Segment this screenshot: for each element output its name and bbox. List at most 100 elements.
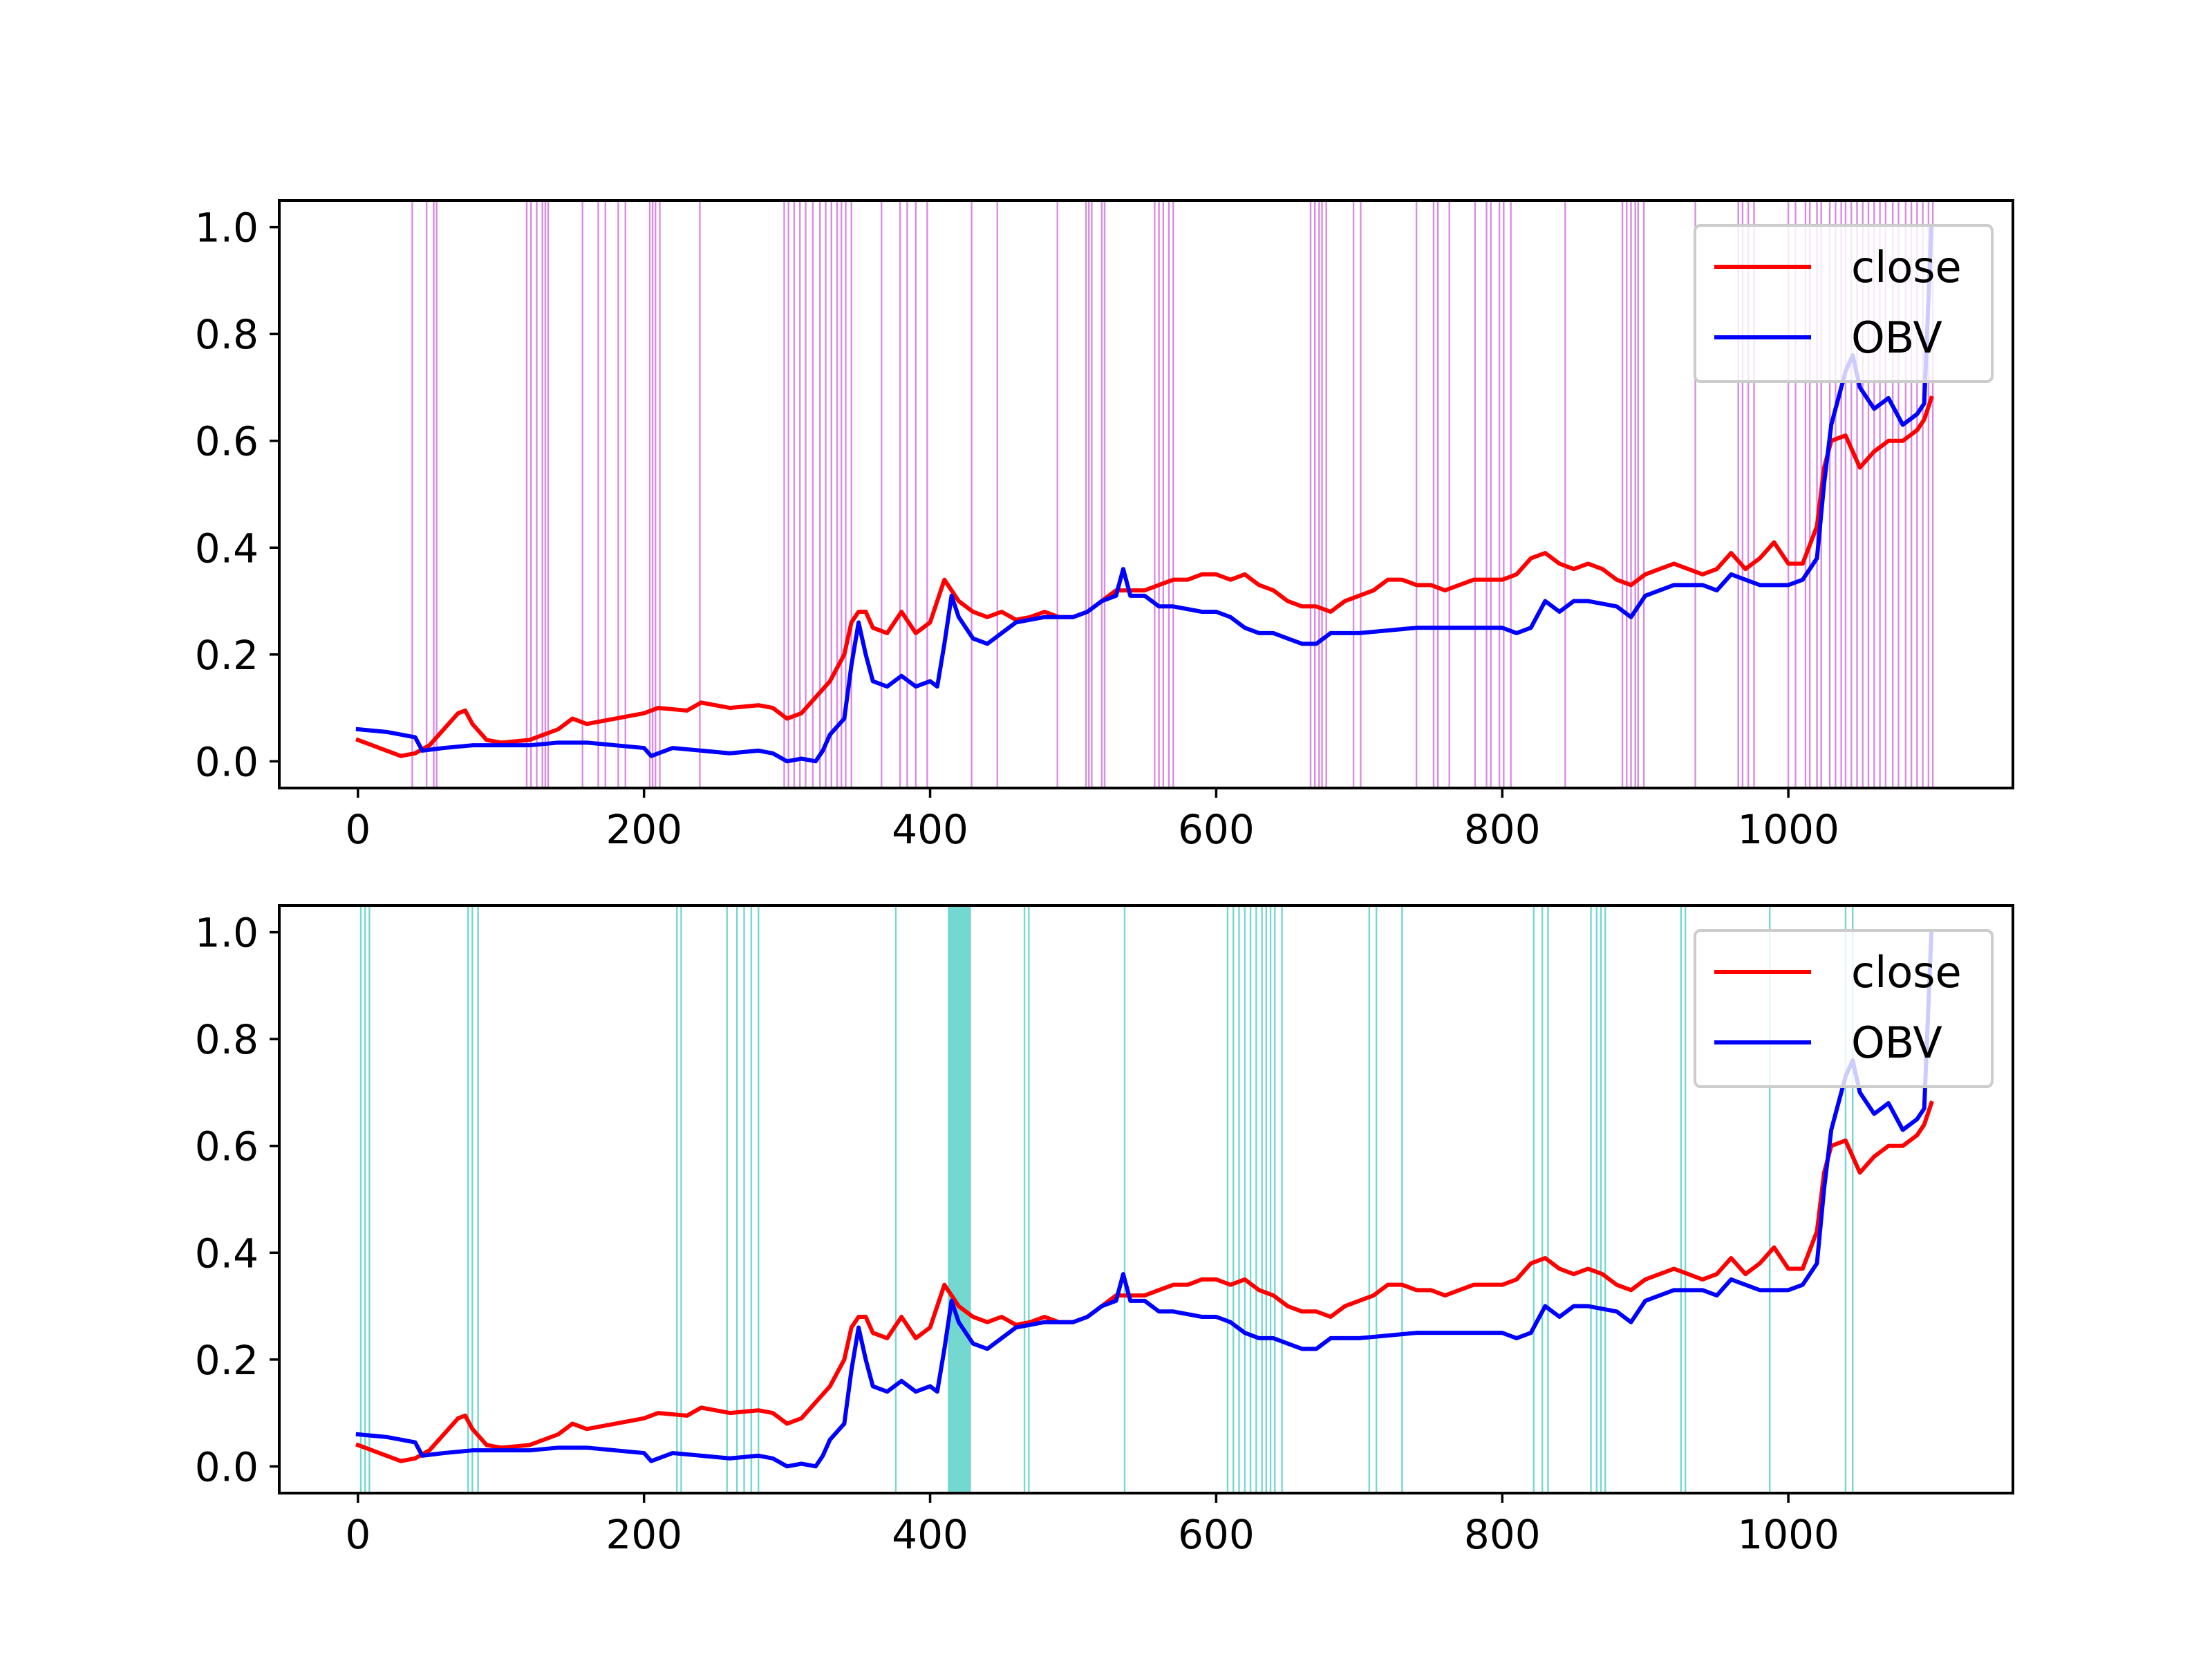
legend-label-close: close [1851, 242, 1962, 292]
highlight-span [956, 906, 959, 1493]
legend-box [1694, 929, 1994, 1088]
highlight-span [1931, 200, 1934, 788]
highlight-span [971, 200, 973, 788]
highlight-span [1910, 200, 1913, 788]
highlight-span [996, 200, 998, 788]
highlight-span [530, 200, 532, 788]
highlight-span [1368, 906, 1371, 1493]
highlight-span [1318, 200, 1320, 788]
highlight-span [787, 200, 789, 788]
highlight-span [364, 906, 366, 1493]
highlight-span [1600, 906, 1602, 1493]
highlight-span [477, 906, 479, 1493]
highlight-span [1510, 200, 1512, 788]
highlight-span [948, 906, 950, 1493]
highlight-span [1123, 906, 1126, 1493]
highlight-span [1485, 200, 1488, 788]
highlight-span [758, 906, 760, 1493]
highlight-span [955, 906, 957, 1493]
highlight-span [1828, 200, 1831, 788]
highlight-span [659, 200, 661, 788]
highlight-span [1321, 200, 1323, 788]
highlight-span [1621, 200, 1624, 788]
highlight-span [676, 906, 678, 1493]
highlight-span [1595, 906, 1598, 1493]
highlight-span [1085, 200, 1087, 788]
highlight-span [962, 906, 964, 1493]
highlight-span [1626, 200, 1628, 788]
highlight-span [536, 200, 538, 788]
series-line-obv [355, 225, 1934, 764]
highlight-span [783, 200, 785, 788]
highlight-span [359, 906, 362, 1493]
highlight-span [1916, 200, 1918, 788]
highlight-span [1642, 200, 1645, 788]
highlight-span [1415, 200, 1418, 788]
highlight-span [793, 200, 796, 788]
highlight-span [836, 200, 838, 788]
highlight-span [1265, 906, 1268, 1493]
highlight-span [1154, 200, 1156, 788]
y-tick-label: 0.4 [195, 1230, 259, 1277]
highlight-span [1844, 906, 1847, 1493]
highlight-span [906, 200, 908, 788]
highlight-span [850, 200, 852, 788]
highlight-span [964, 906, 966, 1493]
highlight-span [1162, 200, 1165, 788]
y-tick-label: 0.8 [195, 1016, 259, 1063]
highlight-span [899, 200, 901, 788]
highlight-span [819, 200, 821, 788]
highlight-span [1436, 200, 1439, 788]
plot-frame [278, 904, 2014, 1494]
x-tick-label: 600 [1178, 806, 1255, 853]
y-tick-label: 0.8 [195, 311, 259, 358]
subplot-top: 0 200 400 600 800 1000 0.0 0.2 0.4 0.6 0.8 1.0 clo… [195, 199, 2014, 853]
highlight-span [1694, 200, 1696, 788]
y-tick-label: 0.0 [195, 738, 259, 785]
highlight-span [894, 906, 897, 1493]
highlight-span [1741, 200, 1744, 788]
highlight-span [1172, 200, 1174, 788]
highlight-span [1927, 200, 1930, 788]
highlight-span [1922, 200, 1924, 788]
highlight-span [1835, 200, 1837, 788]
highlight-span [1028, 906, 1030, 1493]
highlight-span [812, 200, 814, 788]
highlight-span [959, 906, 962, 1493]
highlight-span [1884, 200, 1887, 788]
highlight-span [1091, 200, 1093, 788]
highlight-span [1547, 906, 1549, 1493]
highlight-span [368, 906, 371, 1493]
series-line-obv [355, 930, 1934, 1469]
highlight-span [880, 200, 883, 788]
series-line-close [355, 1100, 1934, 1463]
highlight-span [1564, 200, 1566, 788]
series-lines [355, 930, 1934, 1469]
x-tick-label: 400 [892, 1511, 968, 1558]
highlight-span [1360, 200, 1362, 788]
highlight-span [680, 906, 682, 1493]
highlight-span [1103, 200, 1106, 788]
highlight-span [699, 200, 701, 788]
highlight-span [915, 200, 917, 788]
highlight-span [1023, 906, 1026, 1493]
highlight-span [433, 200, 435, 788]
y-tick-label: 0.0 [195, 1443, 259, 1490]
highlight-span [597, 200, 599, 788]
highlight-span [624, 200, 626, 788]
highlight-span [471, 906, 474, 1493]
highlight-span [805, 200, 807, 788]
x-tick-label: 200 [606, 1511, 682, 1558]
highlight-span [1261, 906, 1263, 1493]
highlight-span [617, 200, 619, 788]
highlight-span [825, 200, 827, 788]
highlight-span [1448, 200, 1450, 788]
highlight-span [1897, 200, 1900, 788]
plot-frame [278, 199, 2014, 789]
highlight-span [1850, 200, 1853, 788]
highlight-span [1309, 200, 1312, 788]
highlight-span [1630, 200, 1632, 788]
highlight-span [547, 200, 550, 788]
highlight-span [957, 906, 960, 1493]
